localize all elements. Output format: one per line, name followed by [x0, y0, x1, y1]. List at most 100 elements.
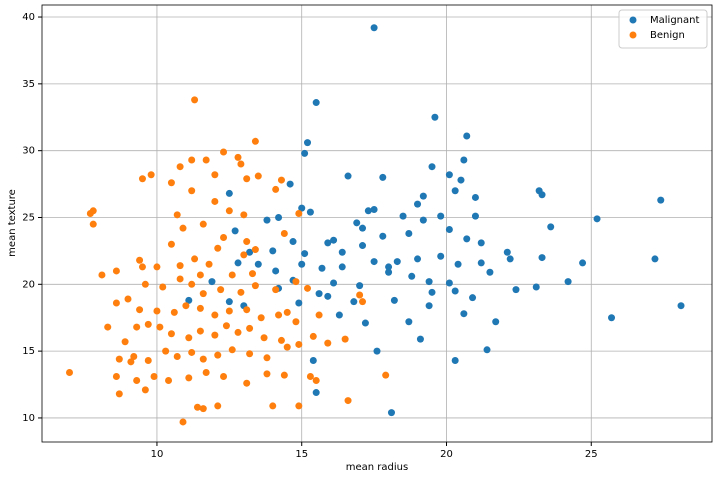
point	[191, 96, 199, 104]
y-tick-label: 25	[22, 212, 35, 223]
point	[188, 156, 196, 164]
point	[286, 180, 294, 188]
point	[356, 291, 364, 299]
point	[437, 252, 445, 260]
point	[225, 298, 233, 306]
point	[263, 370, 271, 378]
legend-box	[618, 9, 708, 49]
point	[361, 319, 369, 327]
ticks: 10 15 20 25 10 15 20 25 30 35 40	[22, 12, 597, 460]
point	[153, 263, 161, 271]
point	[318, 264, 326, 272]
point	[506, 255, 514, 263]
point	[373, 347, 381, 355]
point	[471, 193, 479, 201]
point	[251, 282, 259, 290]
x-tick-label: 15	[295, 449, 308, 460]
point	[324, 292, 332, 300]
point	[387, 409, 395, 417]
point	[538, 254, 546, 262]
point	[141, 280, 149, 288]
point	[486, 268, 494, 276]
point	[359, 242, 367, 250]
point	[335, 311, 343, 319]
point	[243, 175, 251, 183]
point	[243, 379, 251, 387]
point	[246, 248, 254, 256]
point	[196, 327, 204, 335]
point	[211, 331, 219, 339]
point	[173, 211, 181, 219]
point	[167, 330, 175, 338]
point	[220, 373, 228, 381]
point	[141, 386, 149, 394]
point	[260, 334, 268, 342]
point	[130, 352, 138, 360]
point	[251, 137, 259, 145]
point	[225, 307, 233, 315]
point	[202, 369, 210, 377]
point	[112, 299, 120, 307]
point	[460, 310, 468, 318]
plot-frame	[41, 4, 713, 443]
point	[298, 204, 306, 212]
point	[243, 238, 251, 246]
point	[338, 263, 346, 271]
point	[353, 219, 361, 227]
point	[248, 270, 256, 278]
point	[454, 260, 462, 268]
point	[451, 356, 459, 364]
point	[246, 324, 254, 332]
point	[469, 294, 477, 302]
point	[280, 371, 288, 379]
point	[393, 258, 401, 266]
point	[240, 251, 248, 259]
point	[176, 163, 184, 171]
point	[115, 355, 123, 363]
point	[425, 302, 433, 310]
point	[188, 348, 196, 356]
point	[153, 307, 161, 315]
y-tick-label: 30	[22, 146, 35, 157]
point	[133, 377, 141, 385]
point	[257, 314, 265, 322]
point	[315, 311, 323, 319]
point	[292, 318, 300, 326]
y-tick-label: 40	[22, 12, 35, 23]
point	[608, 314, 616, 322]
point	[240, 211, 248, 219]
point	[547, 223, 555, 231]
point	[463, 235, 471, 243]
legend-marker	[629, 31, 637, 39]
point	[237, 160, 245, 168]
legend: Malignant Benign	[618, 9, 708, 49]
point	[193, 403, 201, 411]
point	[379, 232, 387, 240]
point	[263, 354, 271, 362]
point	[220, 148, 228, 156]
point	[127, 358, 135, 366]
y-tick-label: 10	[22, 413, 35, 424]
point	[309, 332, 317, 340]
point	[254, 172, 262, 180]
point	[133, 323, 141, 331]
point	[220, 234, 228, 242]
point	[344, 397, 352, 405]
point	[405, 318, 413, 326]
point	[341, 335, 349, 343]
point	[185, 296, 193, 304]
point	[483, 346, 491, 354]
point	[202, 156, 210, 164]
point	[156, 323, 164, 331]
point	[445, 226, 453, 234]
point	[324, 339, 332, 347]
point	[457, 176, 465, 184]
point	[246, 350, 254, 358]
point	[144, 356, 152, 364]
point	[269, 247, 277, 255]
point	[121, 338, 129, 346]
point	[593, 215, 601, 223]
point	[234, 328, 242, 336]
point	[579, 259, 587, 267]
point	[564, 278, 572, 286]
